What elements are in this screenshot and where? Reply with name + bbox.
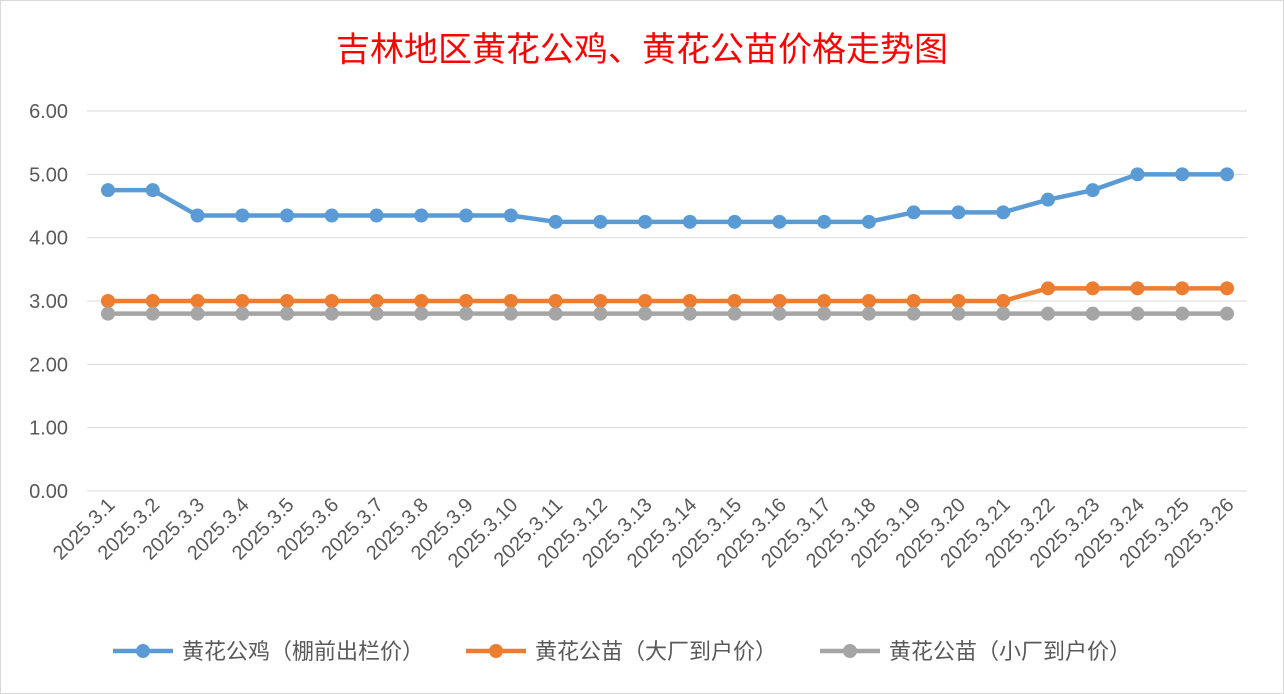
data-point-series-3	[996, 306, 1011, 321]
data-point-series-3	[101, 306, 115, 321]
data-point-series-2	[996, 294, 1011, 308]
data-point-series-2	[235, 294, 250, 308]
data-point-series-2	[1220, 281, 1234, 296]
legend-marker-2	[489, 644, 503, 658]
data-point-series-3	[280, 306, 295, 321]
data-point-series-1	[101, 183, 115, 198]
data-point-series-3	[1175, 306, 1190, 321]
data-point-series-2	[548, 294, 563, 308]
series-line-1	[108, 172, 1227, 225]
data-point-series-1	[459, 208, 474, 223]
legend-label-1: 黄花公鸡（棚前出栏价）	[182, 639, 424, 664]
data-point-series-2	[906, 294, 921, 308]
legend-label-2: 黄花公苗（大厂到户价）	[535, 639, 777, 664]
data-point-series-3	[369, 306, 384, 321]
data-point-series-3	[1085, 306, 1100, 321]
data-point-series-2	[1130, 281, 1145, 296]
data-point-series-1	[638, 214, 653, 229]
y-tick-label: 2.00	[29, 354, 68, 376]
data-point-series-1	[235, 208, 250, 223]
data-point-series-1	[1130, 167, 1145, 182]
data-point-series-3	[503, 306, 518, 321]
data-point-series-1	[906, 205, 921, 220]
data-point-series-3	[682, 306, 697, 321]
data-point-series-2	[145, 294, 160, 308]
data-point-series-1	[190, 208, 205, 223]
data-point-series-2	[682, 294, 697, 308]
data-point-series-3	[906, 306, 921, 321]
data-point-series-2	[951, 294, 966, 308]
data-point-series-2	[593, 294, 608, 308]
data-point-series-1	[414, 208, 429, 223]
data-point-series-2	[861, 294, 876, 308]
data-point-series-3	[548, 306, 563, 321]
data-point-series-1	[503, 208, 518, 223]
legend-label-3: 黄花公苗（小厂到户价）	[889, 639, 1131, 664]
data-point-series-1	[1220, 167, 1234, 182]
data-point-series-2	[1040, 281, 1055, 296]
data-point-series-1	[727, 214, 742, 229]
data-point-series-3	[772, 306, 787, 321]
data-point-series-1	[861, 214, 876, 229]
legend-marker-3	[843, 644, 857, 658]
data-point-series-1	[1085, 183, 1100, 198]
series-line-2	[108, 286, 1227, 304]
y-tick-label: 5.00	[29, 164, 68, 186]
chart-title: 吉林地区黄花公鸡、黄花公苗价格走势图	[336, 30, 948, 70]
data-point-series-1	[145, 183, 160, 198]
data-point-series-3	[324, 306, 339, 321]
data-point-series-1	[682, 214, 697, 229]
y-tick-label: 6.00	[29, 101, 68, 123]
data-point-series-3	[1040, 306, 1055, 321]
data-point-series-3	[459, 306, 474, 321]
data-point-series-1	[817, 214, 832, 229]
data-point-series-3	[1220, 306, 1234, 321]
data-point-series-3	[861, 306, 876, 321]
data-point-series-2	[772, 294, 787, 308]
data-point-series-3	[414, 306, 429, 321]
y-tick-label: 4.00	[29, 228, 68, 250]
data-point-series-2	[638, 294, 653, 308]
data-point-series-3	[145, 306, 160, 321]
data-point-series-3	[817, 306, 832, 321]
data-point-series-2	[459, 294, 474, 308]
data-point-series-1	[996, 205, 1011, 220]
legend-marker-1	[136, 644, 150, 658]
data-point-series-1	[548, 214, 563, 229]
data-point-series-1	[951, 205, 966, 220]
data-point-series-1	[1040, 192, 1055, 207]
data-point-series-1	[593, 214, 608, 229]
y-tick-label: 1.00	[29, 418, 68, 440]
data-point-series-2	[190, 294, 205, 308]
data-point-series-1	[280, 208, 295, 223]
data-point-series-1	[324, 208, 339, 223]
data-point-series-3	[638, 306, 653, 321]
data-point-series-2	[101, 294, 115, 308]
data-point-series-2	[817, 294, 832, 308]
data-point-series-3	[951, 306, 966, 321]
data-point-series-2	[280, 294, 295, 308]
data-point-series-2	[324, 294, 339, 308]
data-point-series-3	[190, 306, 205, 321]
data-point-series-1	[1175, 167, 1190, 182]
data-point-series-2	[1085, 281, 1100, 296]
y-tick-label: 0.00	[29, 481, 68, 503]
data-point-series-2	[503, 294, 518, 308]
data-point-series-3	[1130, 306, 1145, 321]
y-tick-label: 3.00	[29, 291, 68, 313]
data-point-series-3	[593, 306, 608, 321]
data-point-series-2	[414, 294, 429, 308]
data-point-series-1	[369, 208, 384, 223]
data-point-series-3	[727, 306, 742, 321]
data-point-series-3	[235, 306, 250, 321]
data-point-series-2	[727, 294, 742, 308]
data-point-series-2	[1175, 281, 1190, 296]
data-point-series-1	[772, 214, 787, 229]
data-point-series-2	[369, 294, 384, 308]
